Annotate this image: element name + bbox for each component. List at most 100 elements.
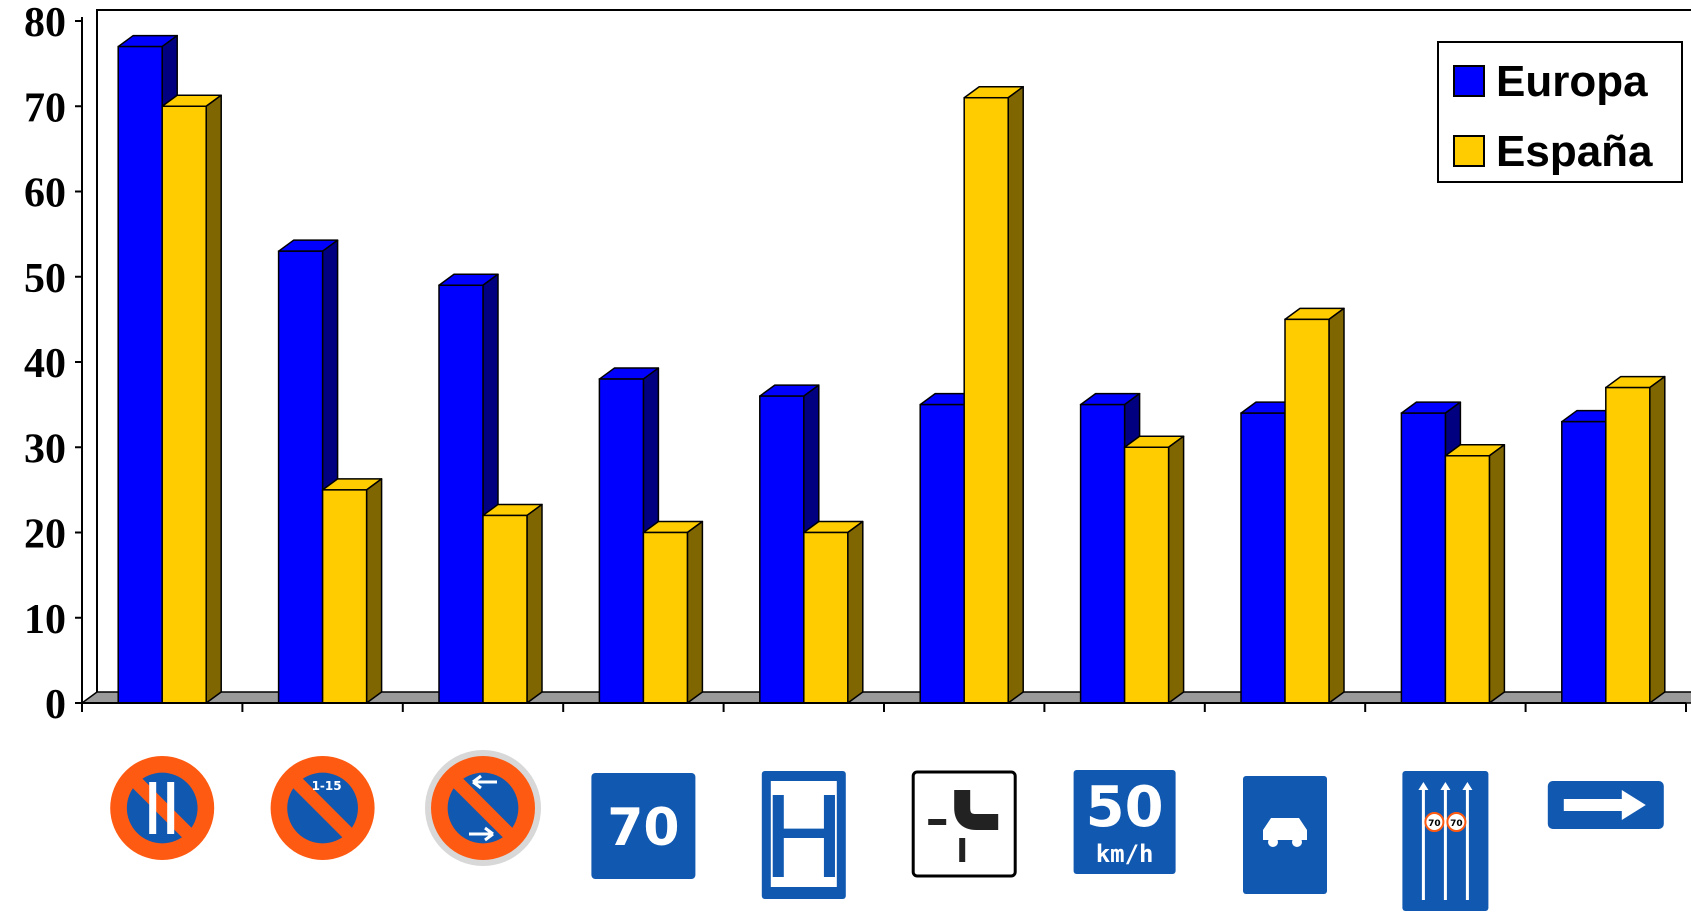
bar-front: [1605, 386, 1651, 704]
bar-espaa-1: [161, 94, 222, 704]
sign-lane-arrow: [1462, 782, 1473, 790]
bar-front: [161, 105, 207, 704]
y-tick-label: 70: [24, 85, 66, 131]
sign-blue-square: [1073, 770, 1176, 874]
sign-white-panel: [770, 781, 837, 887]
direction-arrow-sign-icon: [1547, 781, 1664, 829]
bar-europa-4: [598, 367, 660, 704]
bar-espaa-8: [1284, 307, 1345, 704]
bar-front: [117, 45, 163, 704]
y-axis: 0 10 20 30 40 50 60 70 80: [24, 0, 83, 728]
y-tick-label: 40: [24, 341, 66, 387]
bar-front: [1284, 318, 1330, 704]
sign-red-bar: [283, 768, 362, 848]
bar-side: [686, 520, 704, 704]
y-tick-label: 30: [24, 426, 66, 472]
sign-speed-disc: [1424, 812, 1445, 832]
no-parking-alternate-sign-icon: [110, 756, 215, 860]
sign-car-wheel: [1292, 837, 1302, 847]
legend-label: Europa: [1496, 57, 1648, 106]
x-axis: [81, 702, 1687, 712]
road-junction-sign-icon: [911, 770, 1017, 878]
sign-car-wheel: [1268, 837, 1278, 847]
sign-label: H: [762, 774, 846, 904]
sign-white-arrow: [1563, 790, 1646, 820]
bar-front: [642, 531, 689, 704]
bar-front: [598, 378, 645, 704]
sign-blue-square: [591, 773, 696, 879]
lane-speed-70-sign-icon: 70 70: [1402, 771, 1489, 911]
bar-front: [321, 489, 368, 704]
bar-side: [205, 94, 222, 704]
legend-label: España: [1496, 127, 1653, 176]
bar-front: [482, 514, 528, 704]
sign-red-bar: [443, 768, 523, 848]
sign-label: 1-15: [312, 779, 342, 793]
bar-espaa-4: [642, 520, 704, 704]
sign-label: 70: [607, 798, 679, 858]
bar-front: [438, 284, 484, 704]
sign-car-body: [1263, 818, 1307, 840]
bar-espaa-10: [1605, 375, 1666, 704]
speed-70-sign-icon: 70: [591, 773, 696, 879]
sign-white-bar: [149, 782, 157, 834]
sign-arrow-left: [472, 774, 497, 790]
bar-espaa-9: [1444, 444, 1506, 704]
bar-front: [759, 395, 805, 704]
bar-espaa-5: [803, 520, 864, 704]
bar-side: [1007, 85, 1024, 704]
bar-side: [1649, 375, 1666, 704]
sign-speed-label: 70: [1450, 819, 1463, 829]
bar-espaa-3: [482, 503, 543, 704]
bar-front: [803, 531, 849, 704]
bar-front: [1561, 420, 1607, 704]
hospital-sign-icon: H: [762, 771, 846, 904]
bar-side: [1167, 435, 1185, 704]
bar-side: [365, 478, 383, 704]
bar-side: [526, 503, 543, 704]
sign-label: 50: [1086, 775, 1164, 840]
sign-road-curve: [954, 790, 999, 830]
bar-side: [1328, 307, 1345, 704]
sign-unit-label: km/h: [1096, 840, 1154, 868]
bar-front: [1444, 455, 1491, 704]
legend-swatch: [1453, 135, 1485, 167]
y-tick-label: 20: [24, 512, 66, 558]
bar-front: [919, 403, 965, 704]
legend-swatch: [1453, 65, 1485, 97]
sign-speed-disc: [1446, 812, 1467, 832]
sign-red-bar: [123, 768, 202, 848]
bar-front: [1240, 412, 1286, 704]
sign-lane-arrow: [1440, 782, 1451, 790]
sign-lane-arrow: [1418, 782, 1429, 790]
bar-europa-3: [438, 273, 499, 704]
y-tick-label: 10: [24, 597, 66, 643]
bar-front: [277, 250, 324, 704]
legend: Europa España: [1437, 41, 1683, 183]
bar-espaa-7: [1123, 435, 1185, 704]
bar-front: [1123, 446, 1170, 704]
sign-arrow-right: [469, 826, 494, 842]
car-road-sign-icon: [1243, 776, 1327, 894]
bar-side: [847, 520, 864, 704]
back-wall-outline: [96, 9, 1691, 692]
y-tick-label: 0: [45, 682, 66, 728]
y-tick-label: 50: [24, 256, 66, 302]
bar-espaa-2: [321, 478, 383, 704]
sign-speed-label: 70: [1428, 819, 1441, 829]
bars: [117, 34, 1666, 704]
no-parking-1-15-sign-icon: 1-15: [270, 756, 375, 860]
bar-front: [1079, 403, 1126, 704]
bar-front: [963, 96, 1009, 704]
bar-espaa-6: [963, 85, 1024, 704]
no-parking-alternate-arrows-sign-icon: [425, 750, 541, 866]
y-tick-label: 60: [24, 171, 66, 217]
sign-white-bar: [167, 782, 175, 834]
bar-side: [1488, 444, 1506, 704]
bar-front: [1400, 412, 1447, 704]
y-tick-label: 80: [24, 0, 66, 46]
